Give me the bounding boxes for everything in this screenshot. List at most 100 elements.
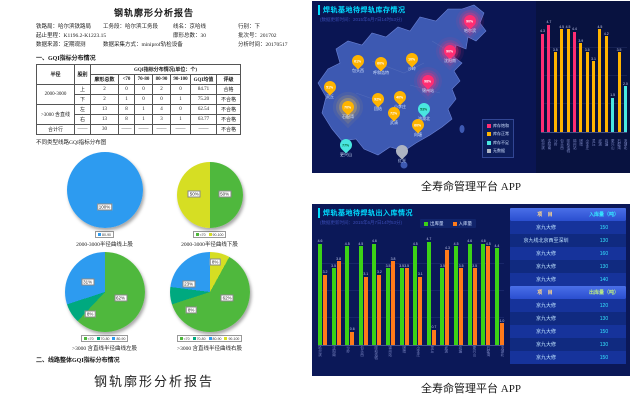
bar-column: 1.0 — [499, 319, 504, 345]
map-pin-name: 呼和浩特 — [373, 70, 389, 75]
inbound-bar — [459, 268, 464, 345]
bar-value-label: 3.5 — [458, 263, 464, 268]
bar-value-label: 3.5 — [616, 47, 622, 52]
report-meta-row: 数据来源：定期观测 数据采集方式：miniprof轨检设备 分析时间：2017051… — [36, 41, 308, 50]
table-header-item: 项 目 — [537, 290, 555, 296]
bar-x-label: 武清 — [598, 139, 603, 146]
inventory-legend: 库存饱和 库存正常 库存不足 无数据 — [482, 119, 514, 158]
gqi-table: 半径 股别 GQI指标分布情况(单位：个) 廓形总数 <70 70-80 80-90 90-1… — [36, 64, 241, 135]
bar-value-label: 3.5 — [552, 47, 558, 52]
outbound-bar — [413, 246, 418, 345]
gqi-group-header: GQI指标分布情况(单位：个) — [90, 64, 241, 75]
bar-value-label: 4.5 — [358, 241, 364, 246]
bar-column: 4.6 — [481, 239, 486, 345]
pie-chart-grid: 100% 80-90 2000-3000半径曲线上股 50% 50% <70 90-100 2… — [0, 148, 308, 352]
legend-item: 库存不足 — [487, 140, 509, 146]
table-cell-amount: 160 — [599, 250, 609, 257]
report-note: 不同类型线路GQI指标分布图 — [36, 140, 107, 146]
pie-chart: 8% 62% 8% 23% — [169, 252, 250, 332]
inventory-dashboard: 焊轨基地待焊轨库存情况 (数据更新时间：2015年6月7日14时53分) 90%… — [312, 1, 630, 173]
bar-value-label: 3.5 — [440, 263, 445, 268]
bar-x-label: 哈尔滨 — [318, 346, 323, 357]
pie-legend-label: 70-80 — [196, 336, 206, 341]
bar-column: 1.5 — [610, 93, 615, 132]
inbound-bar — [336, 261, 341, 345]
bar-pair-group: 4.5 0.6 — [345, 242, 355, 345]
pie-legend-label: 70-80 — [100, 336, 110, 341]
dash-top-title: 焊轨基地待焊轨库存情况 — [318, 5, 406, 15]
table-cell-amount: 140 — [599, 276, 609, 283]
bar-column: 4.5 — [597, 25, 602, 132]
bar-value-label: 0.7 — [431, 325, 437, 330]
gqi-stock-cell: —— — [74, 124, 91, 135]
bar-value-label: 4.5 — [485, 241, 491, 246]
bar-value-label: 3.1 — [417, 272, 423, 277]
legend-swatch — [452, 221, 457, 226]
table-row: 京九大修 130 — [510, 260, 626, 273]
gqi-value-cell: 1 — [170, 114, 191, 125]
map-pin-head — [393, 142, 411, 160]
map-pin-percent: 72% — [390, 111, 398, 116]
gqi-subheader: 评级 — [216, 74, 241, 85]
gqi-value-cell: 不合格 — [216, 124, 241, 135]
map-pin-icon: 40% 小李庄 — [391, 88, 409, 109]
pie-slice-label: 8% — [185, 306, 197, 314]
bar-pair-group: 4.4 1.0 — [494, 244, 504, 345]
inbound-bar — [472, 268, 477, 345]
report-meta-row: 铁路局：哈尔滨铁路局 工务段：哈尔滨工务段 线名：京哈线 行别：下 — [36, 23, 308, 32]
pie-legend-item: 70-80 — [96, 336, 110, 341]
map-pin-percent: 70% — [344, 105, 352, 110]
map-pin-icon: 70% 石配湾 — [339, 98, 357, 119]
gqi-data-row: 合计行 —— 30 —— —— —— —— —— 不合格 — [36, 124, 241, 135]
table-row: 京九大修 130 — [510, 312, 626, 325]
pie-chart-title: 2000-3000半径曲线上股 — [76, 242, 133, 248]
bar-column: 4.5 — [486, 242, 491, 345]
gridline — [318, 262, 504, 264]
bar-column: 3.5 — [459, 264, 464, 345]
pie-chart-block: 50% 50% <70 90-100 2000-3000半径曲线下股 — [157, 148, 262, 248]
gqi-value-cell: 0 — [152, 94, 171, 105]
pie-legend-label: <70 — [183, 336, 190, 341]
bar-x-label: 沙岭 — [346, 346, 351, 353]
map-pin-name: 更兴山 — [340, 152, 352, 157]
bar-column: 3.5 — [331, 264, 336, 345]
bar-value-label: 3.1 — [363, 272, 369, 277]
bar-column: 0.7 — [431, 325, 436, 345]
pie-chart: 50% 50% — [176, 162, 243, 228]
map-pin-name: 沈阳南 — [444, 58, 456, 63]
map-pin-percent: 92% — [374, 97, 382, 102]
gqi-value-cell: 3 — [152, 114, 171, 125]
gqi-radius-cell: 合计行 — [36, 124, 75, 135]
dash-top-subtitle: (数据更新时间：2015年6月7日14时53分) — [320, 17, 403, 22]
table-cell-amount: 130 — [599, 263, 609, 270]
map-pin-name: 小李庄 — [394, 104, 406, 109]
gqi-stock-cell: 右 — [74, 114, 91, 125]
inbound-bar — [418, 276, 423, 345]
table-header-row: 项 目 出库量（吨） — [510, 286, 626, 299]
map-pin-icon: 51% 灵丘 — [321, 78, 339, 99]
bar-value-label: 3.5 — [331, 263, 337, 268]
bar-column: 4.5 — [566, 25, 570, 132]
gqi-value-cell: —— — [170, 124, 191, 135]
bar-value-label: 4.5 — [565, 24, 571, 29]
map-pin-percent: 53% — [420, 107, 428, 112]
report-meta-item: 起止里程：K1196.2-K1223.15 — [36, 33, 107, 39]
legend-swatch — [192, 336, 196, 340]
map-pin-icon: 90% 哈尔滨 — [461, 12, 479, 33]
legend-item: 出库量 — [424, 221, 444, 227]
bar-x-label: 包头西 — [560, 139, 565, 150]
pie-chart: 62% 8% 31% — [64, 252, 145, 332]
map-pin-icon: 98% 锦州站 — [419, 72, 437, 93]
table-row: 京九大修 160 — [510, 247, 626, 260]
table-row: 京九大修 150 — [510, 325, 626, 338]
bar-x-label: 流湖北 — [623, 139, 628, 150]
bar-column: 4.6 — [318, 239, 322, 345]
gqi-value-cell: 84.71 — [190, 84, 217, 95]
bar-value-label: 3.8 — [390, 256, 396, 261]
pie-legend-label: 80-90 — [102, 232, 111, 237]
bar-column: 3.5 — [585, 48, 590, 132]
inventory-bar-panel: 4.3 4.7 3.5 4.5 4.5 4.4 3.9 3.5 3.1 4.5 4.2 1.5 3.5 2… — [536, 1, 630, 173]
gqi-subheader: 80-90 — [152, 74, 171, 85]
report-meta-item: 线名：京哈线 — [173, 24, 207, 30]
gqi-value-cell: 63.77 — [190, 114, 217, 125]
